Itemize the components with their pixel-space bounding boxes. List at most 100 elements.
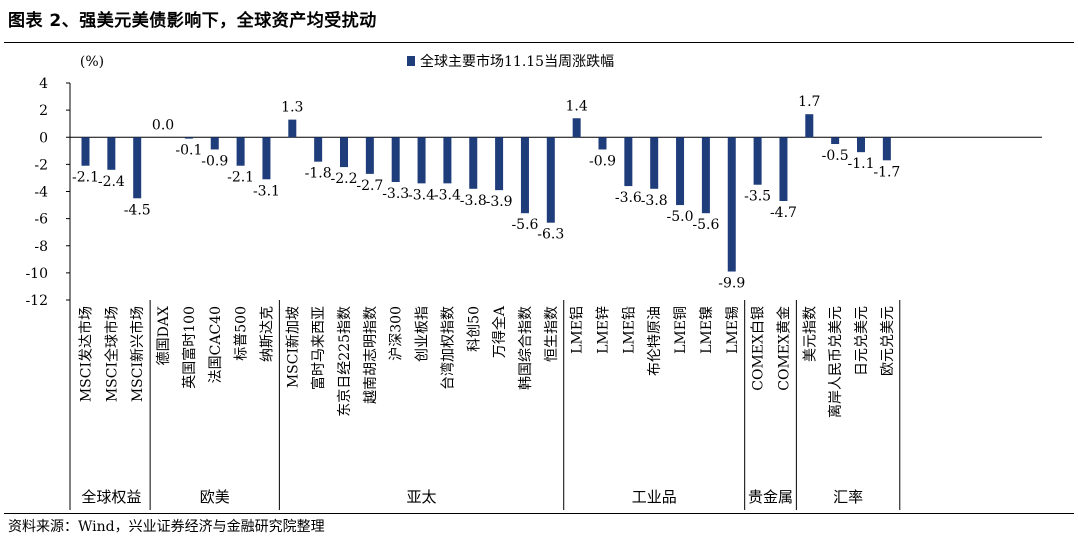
category-label: LME锡 [725,306,741,354]
category-label: LME铝 [570,306,586,354]
category-label: 法国CAC40 [208,306,224,383]
value-label: -4.5 [124,202,151,218]
value-label: -2.2 [331,171,358,187]
category-label: 韩国综合指数 [518,306,534,390]
bar [184,137,193,139]
value-label: -9.9 [718,276,745,292]
value-label: -1.1 [848,156,875,172]
category-label: MSCI发达市场 [78,306,95,402]
bar [81,137,90,166]
y-tick-label: -8 [34,239,48,255]
category-label: 美元指数 [802,306,818,362]
legend-label: 全球主要市场11.15当周涨跌幅 [420,53,614,70]
bar [520,137,529,214]
bar [572,118,581,138]
value-label: -3.9 [486,194,513,210]
category-label: LME铅 [621,306,637,354]
bar [882,137,891,161]
category-label: LME镍 [699,306,715,354]
value-label: -3.5 [744,189,771,205]
y-tick-label: -6 [34,212,48,228]
group-label: 欧美 [200,488,230,506]
y-tick-label: 0 [39,130,48,146]
category-label: 标普500 [234,306,250,361]
bar [701,137,710,214]
bar [676,137,685,206]
bar [779,137,788,201]
group-labels: 全球权益 欧美 亚太 工业品 贵金属 汇率 [81,488,863,506]
value-label: -3.3 [382,186,409,202]
bar [236,137,245,166]
value-label: -0.1 [175,143,202,159]
bar [443,137,452,184]
bar [495,137,504,191]
value-label: -2.7 [356,178,383,194]
value-label: -4.7 [770,205,797,221]
value-label: -1.7 [873,164,900,180]
bar [107,137,116,170]
value-label: -0.5 [822,148,849,164]
category-label: 欧元兑美元 [880,306,896,376]
category-label: 富时马来西亚 [310,306,327,390]
category-label: MSCI新兴市场 [129,306,146,402]
y-tick-label: -4 [34,185,48,201]
group-label: 全球权益 [81,488,141,506]
value-label: -5.6 [511,217,538,233]
source-note: 资料来源：Wind，兴业证券经济与金融研究院整理 [8,519,325,535]
value-label: -3.8 [460,193,487,209]
category-label: COMEX白银 [751,306,767,391]
bar [546,137,555,223]
bar [262,137,271,180]
y-tick-label: 4 [39,76,48,92]
category-label: MSCI新加坡 [285,306,301,388]
bar [417,137,426,184]
category-labels: MSCI发达市场 MSCI全球市场 MSCI新兴市场 德国DAX 英国富时100 法国CA… [78,305,896,418]
group-label: 汇率 [833,488,863,506]
category-label: 台湾加权指数 [439,306,456,390]
category-label: 越南胡志明指数 [363,306,379,404]
bar [365,137,374,174]
bar [831,137,840,145]
value-label: -6.3 [537,227,564,243]
group-label: 贵金属 [748,488,793,506]
y-tick-label: -10 [25,266,48,282]
bar [624,137,633,187]
category-label: 万得全A [491,305,508,358]
value-label: -1.8 [305,166,332,182]
value-labels: -2.1-2.4-4.50.0-0.1-0.9-2.1-3.11.3-1.8-2… [72,94,900,291]
category-label: 德国DAX [156,306,172,365]
category-label: 纳斯达克 [259,306,275,362]
category-label: MSCI全球市场 [103,306,120,402]
y-tick-label: -2 [34,157,48,173]
value-label: -3.6 [615,190,642,206]
value-label: -2.4 [98,174,125,190]
bar [133,137,142,199]
value-label: 1.3 [281,100,303,116]
bar [469,137,478,189]
value-label: -0.9 [201,153,228,169]
bar [340,137,348,168]
category-label: LME铜 [673,306,689,354]
category-label: 东京日经225指数 [337,306,353,417]
group-label: 工业品 [632,488,677,506]
category-label: 布伦特原油 [647,306,663,376]
bar [650,137,659,189]
y-axis: 4 2 0 -2 -4 -6 -8 -10 -12 [25,76,1042,309]
figure-title: 图表 2、强美元美债影响下，全球资产均受扰动 [8,11,377,31]
bars [81,114,891,272]
value-label: -3.4 [434,187,461,203]
category-label: 英国富时100 [181,306,198,389]
value-label: -2.1 [72,170,99,186]
bar [598,137,607,150]
group-separators [69,300,901,510]
category-label: COMEX黄金 [775,306,792,391]
bar [727,137,736,272]
value-label: 1.7 [798,94,820,110]
bar [805,114,814,138]
category-label: 离岸人民币兑美元 [827,306,844,418]
bar [210,137,219,150]
y-tick-label: 2 [39,103,48,119]
category-label: 科创50 [466,306,482,352]
value-label: -3.4 [408,187,435,203]
